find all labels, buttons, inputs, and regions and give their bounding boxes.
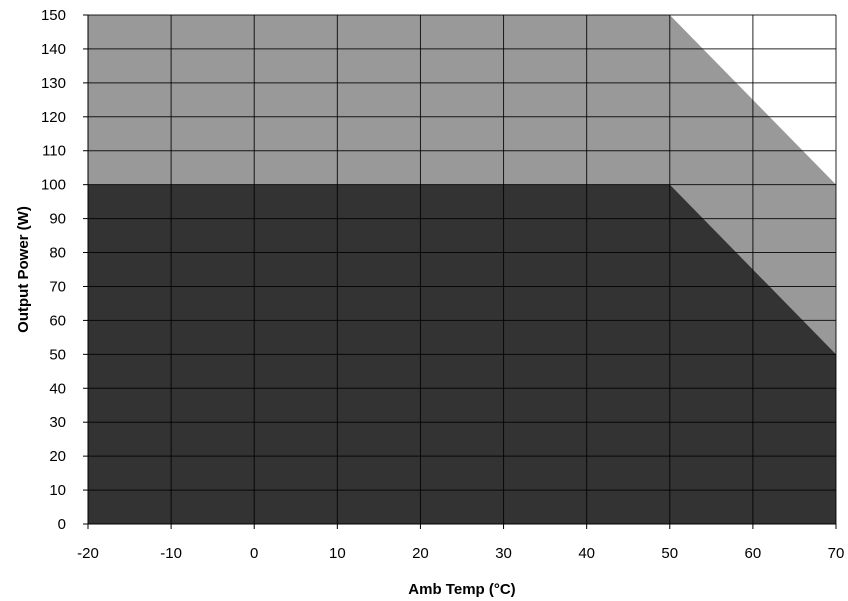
y-tick-label: 100 <box>41 177 66 194</box>
x-tick-label: 50 <box>661 545 678 562</box>
y-tick-label: 50 <box>49 346 66 363</box>
y-tick-label: 30 <box>49 414 66 431</box>
x-tick-label: 30 <box>495 545 512 562</box>
y-tick-label: 130 <box>41 75 66 92</box>
x-tick-label: 40 <box>578 545 595 562</box>
y-tick-label: 10 <box>49 482 66 499</box>
chart-axes <box>83 14 837 529</box>
x-tick-labels: -20 -10 0 10 20 30 40 50 60 70 <box>77 545 844 562</box>
y-tick-label: 90 <box>49 211 66 228</box>
y-tick-label: 20 <box>49 448 66 465</box>
y-tick-label: 80 <box>49 245 66 262</box>
y-tick-label: 120 <box>41 109 66 126</box>
x-tick-label: 60 <box>745 545 762 562</box>
y-tick-label: 150 <box>41 7 66 24</box>
y-tick-label: 60 <box>49 312 66 329</box>
y-axis-title: Output Power (W) <box>15 206 32 333</box>
y-tick-labels: 0 10 20 30 40 50 60 70 80 90 100 110 120 130 140 150 <box>41 7 66 533</box>
x-tick-label: 10 <box>329 545 346 562</box>
y-tick-label: 110 <box>42 143 66 160</box>
y-tick-label: 40 <box>49 380 66 397</box>
y-tick-label: 0 <box>58 516 66 533</box>
y-tick-label: 70 <box>49 278 66 295</box>
x-axis-title: Amb Temp (°C) <box>408 581 515 598</box>
y-tick-label: 140 <box>41 41 66 58</box>
x-tick-label: -20 <box>77 545 99 562</box>
x-tick-label: 0 <box>250 545 258 562</box>
chart-areas <box>88 15 836 524</box>
x-tick-label: 70 <box>828 545 845 562</box>
x-tick-label: 20 <box>412 545 429 562</box>
x-tick-label: -10 <box>160 545 182 562</box>
